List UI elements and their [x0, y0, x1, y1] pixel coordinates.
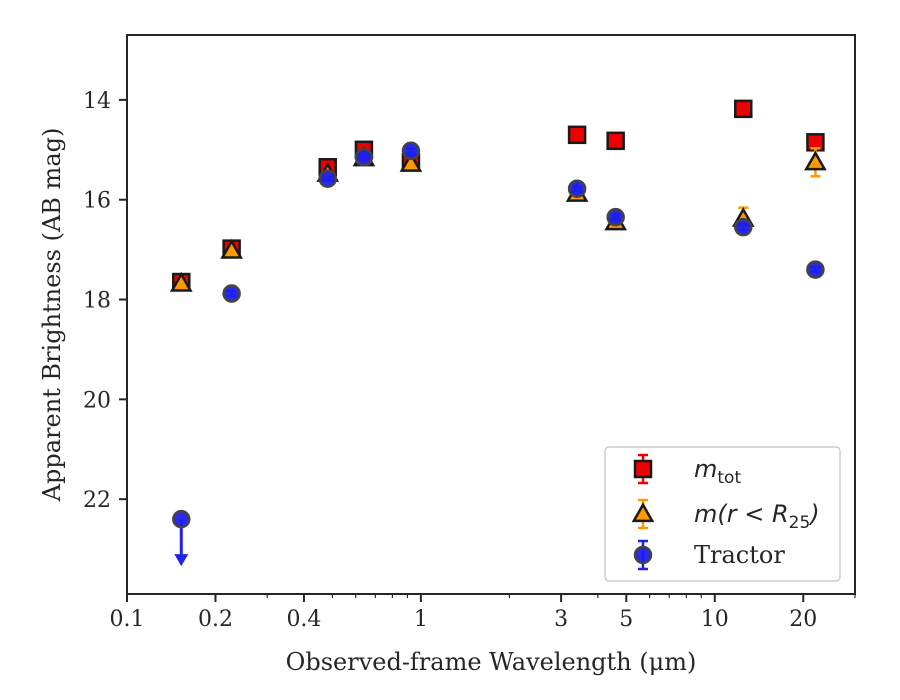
- legend-marker: [633, 459, 653, 479]
- data-point: [220, 238, 243, 259]
- upper-limit-arrowhead: [174, 554, 189, 567]
- data-markers: [169, 99, 827, 567]
- x-tick-label: 0.2: [198, 607, 233, 632]
- y-tick-label: 20: [83, 388, 111, 413]
- data-point: [399, 152, 423, 172]
- y-tick-label: 22: [83, 488, 111, 513]
- legend-marker: [633, 545, 653, 565]
- legend-label: m(r < R25): [694, 500, 820, 533]
- y-tick-label: 14: [83, 89, 111, 114]
- y-tick-label: 16: [83, 189, 111, 214]
- data-point: [734, 217, 753, 237]
- data-point: [567, 125, 587, 145]
- x-tick-label: 0.4: [286, 607, 321, 632]
- x-tick-label: 1: [414, 607, 428, 632]
- x-axis-title: Observed-frame Wavelength (μm): [286, 648, 697, 676]
- data-point: [354, 148, 374, 167]
- series-circle: [172, 141, 825, 567]
- legend-marker: [631, 502, 655, 523]
- x-axis: 0.1 0.2 0.4 1 3 5 10 20: [110, 594, 856, 632]
- legend-box: [604, 446, 841, 582]
- data-point: [606, 207, 625, 227]
- data-point: [401, 141, 421, 161]
- y-tick-label: 18: [83, 289, 111, 314]
- x-tick-label: 5: [619, 607, 633, 632]
- data-point: [318, 169, 337, 188]
- x-tick-label: 10: [701, 607, 729, 632]
- data-point: [804, 150, 827, 171]
- data-point: [169, 271, 193, 292]
- data-point: [606, 131, 625, 151]
- legend-entry: mtot: [633, 453, 741, 488]
- plot-frame: [126, 34, 856, 595]
- data-point: [567, 179, 587, 198]
- data-point: [172, 509, 191, 529]
- y-axis-title: Apparent Brightness (AB mag): [38, 128, 66, 503]
- legend-label: mtot: [694, 455, 741, 488]
- x-tick-label: 0.1: [110, 607, 145, 632]
- y-axis: 14 16 18 20 22: [83, 89, 127, 513]
- x-tick-label: 3: [554, 607, 568, 632]
- legend: mtot m(r < R25) Tractor: [604, 446, 841, 582]
- legend-entry: m(r < R25): [631, 498, 820, 533]
- legend-label: Tractor: [694, 541, 785, 569]
- data-point: [734, 99, 753, 119]
- legend-entry: Tractor: [633, 539, 785, 571]
- data-point: [806, 260, 825, 279]
- data-point: [222, 284, 241, 303]
- x-tick-label: 20: [789, 607, 817, 632]
